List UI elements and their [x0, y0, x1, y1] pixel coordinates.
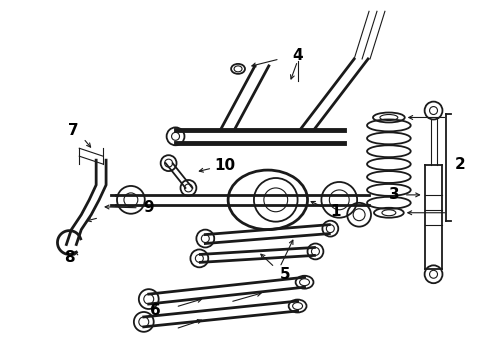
Text: 3: 3	[389, 188, 399, 202]
Text: 1: 1	[330, 204, 341, 219]
Text: 10: 10	[215, 158, 236, 172]
Text: 9: 9	[144, 200, 154, 215]
Text: 2: 2	[455, 157, 466, 172]
Text: 4: 4	[292, 49, 303, 63]
Text: 5: 5	[279, 267, 290, 282]
Text: 8: 8	[64, 250, 74, 265]
Text: 7: 7	[68, 123, 79, 138]
Text: 6: 6	[150, 303, 161, 319]
